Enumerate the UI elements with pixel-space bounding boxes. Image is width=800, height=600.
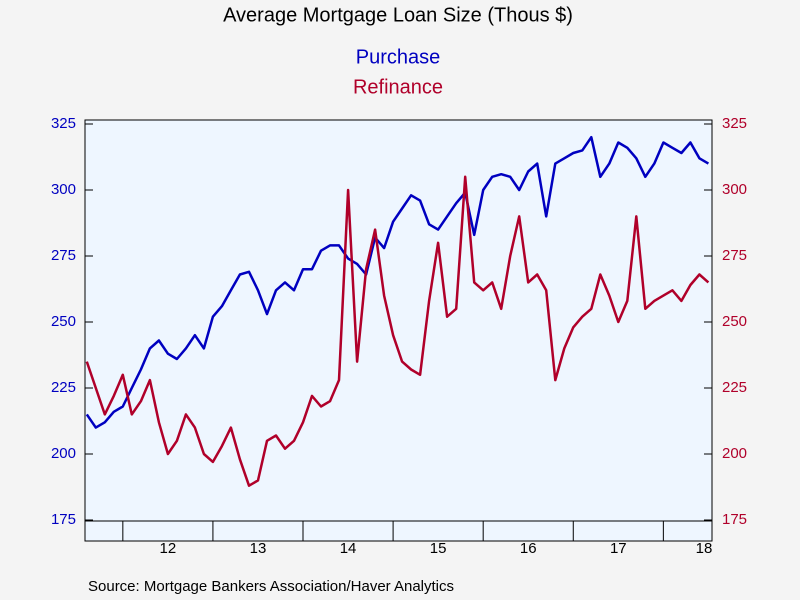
x-tick-label: 14 [340, 540, 357, 557]
series-line [85, 135, 710, 429]
y-tick-label: 250 [51, 313, 76, 330]
x-tick-label: 13 [250, 540, 267, 557]
chart-title: Average Mortgage Loan Size (Thous $) [223, 4, 573, 26]
x-tick-label: 17 [610, 540, 627, 557]
y-tick-label: 275 [51, 247, 76, 264]
y-tick-label: 175 [51, 511, 76, 528]
legend-entry: Refinance [353, 76, 443, 98]
y2-tick-label: 250 [722, 313, 747, 330]
series-line [85, 175, 710, 487]
x-tick-label: 12 [160, 540, 177, 557]
y-tick-label: 200 [51, 445, 76, 462]
x-tick-label: 16 [520, 540, 537, 557]
x-axis-band [84, 520, 713, 542]
legend-entry: Purchase [356, 46, 441, 68]
source-note: Source: Mortgage Bankers Association/Hav… [88, 578, 454, 595]
y2-tick-label: 225 [722, 379, 747, 396]
y2-tick-label: 275 [722, 247, 747, 264]
x-tick-label: 15 [430, 540, 447, 557]
y-tick-label: 325 [51, 115, 76, 132]
y2-tick-label: 175 [722, 511, 747, 528]
plot-area [84, 119, 713, 522]
x-tick-label: 18 [696, 540, 713, 557]
y2-tick-label: 325 [722, 115, 747, 132]
y2-tick-label: 200 [722, 445, 747, 462]
y2-tick-label: 300 [722, 181, 747, 198]
y-tick-label: 300 [51, 181, 76, 198]
y-tick-label: 225 [51, 379, 76, 396]
